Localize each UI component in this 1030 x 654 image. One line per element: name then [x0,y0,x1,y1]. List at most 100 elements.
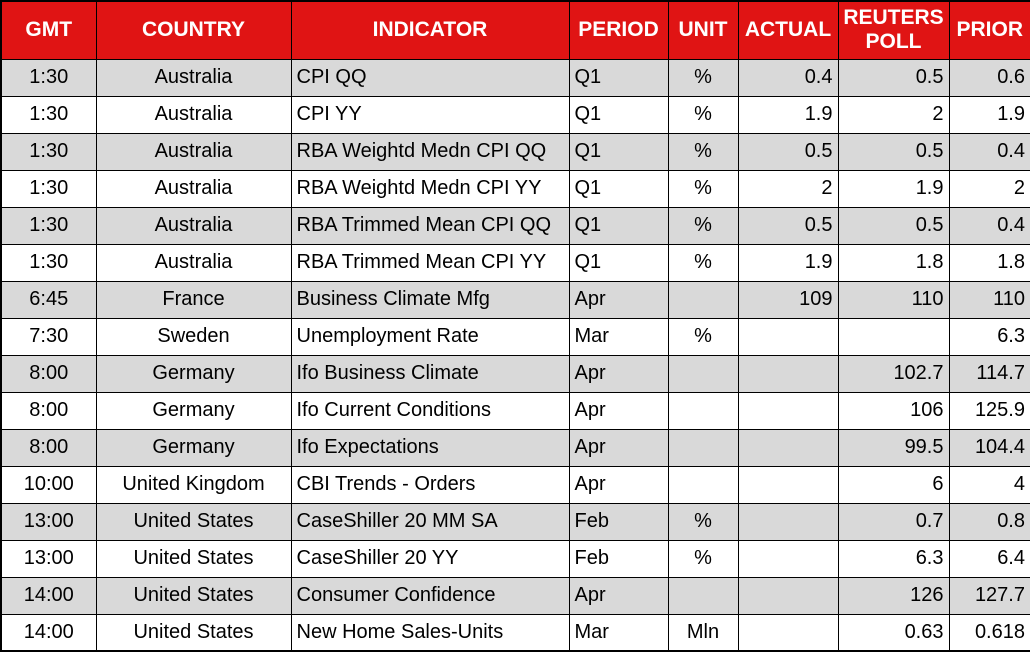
table-row: 6:45 France Business Climate Mfg Apr 109 110 1… [0,280,1030,319]
cell-country: Germany [95,354,292,393]
cell-period: Q1 [568,58,669,97]
cell-unit: % [667,206,739,245]
cell-prior: 1.8 [948,243,1030,282]
cell-poll: 110 [837,280,950,319]
cell-unit: % [667,132,739,171]
table-row: 1:30 Australia RBA Weightd Medn CPI QQ Q1% 0… [0,132,1030,171]
cell-unit [667,280,739,319]
cell-unit [667,428,739,467]
cell-prior: 4 [948,465,1030,504]
cell-actual: 2 [737,169,839,208]
cell-indicator: CBI Trends - Orders [290,465,570,504]
cell-gmt: 1:30 [0,95,97,134]
cell-poll: 1.9 [837,169,950,208]
table-row: 10:00 United Kingdom CBI Trends - Orders Ap… [0,465,1030,504]
cell-actual [737,539,839,578]
cell-poll: 6.3 [837,539,950,578]
cell-country: United States [95,576,292,615]
cell-indicator: New Home Sales-Units [290,613,570,652]
cell-prior: 0.618 [948,613,1030,652]
cell-country: Germany [95,428,292,467]
table-row: 8:00 Germany Ifo Business Climate Apr 102.7 1… [0,354,1030,393]
cell-period: Q1 [568,95,669,134]
column-header-period: PERIOD [568,0,669,60]
cell-indicator: Ifo Expectations [290,428,570,467]
table-row: 1:30 Australia CPI QQ Q1% 0.4 0.5 0.6 [0,58,1030,97]
cell-gmt: 14:00 [0,613,97,652]
cell-gmt: 1:30 [0,243,97,282]
cell-unit: % [667,243,739,282]
cell-prior: 0.8 [948,502,1030,541]
cell-country: Australia [95,58,292,97]
cell-period: Q1 [568,206,669,245]
cell-unit: % [667,95,739,134]
cell-poll: 6 [837,465,950,504]
cell-gmt: 8:00 [0,354,97,393]
cell-gmt: 1:30 [0,206,97,245]
cell-poll: 2 [837,95,950,134]
table-row: 7:30 Sweden Unemployment Rate Mar% 6.3 [0,317,1030,356]
cell-indicator: CPI YY [290,95,570,134]
cell-indicator: Unemployment Rate [290,317,570,356]
column-header-poll: REUTERS POLL [837,0,950,60]
cell-indicator: RBA Trimmed Mean CPI YY [290,243,570,282]
column-header-indicator: INDICATOR [290,0,570,60]
cell-period: Mar [568,317,669,356]
cell-period: Q1 [568,132,669,171]
cell-poll: 0.5 [837,58,950,97]
cell-poll: 106 [837,391,950,430]
cell-prior: 104.4 [948,428,1030,467]
column-header-country: COUNTRY [95,0,292,60]
cell-poll: 99.5 [837,428,950,467]
cell-gmt: 7:30 [0,317,97,356]
cell-indicator: RBA Weightd Medn CPI QQ [290,132,570,171]
cell-unit: % [667,502,739,541]
column-header-actual: ACTUAL [737,0,839,60]
cell-country: Sweden [95,317,292,356]
cell-prior: 110 [948,280,1030,319]
cell-indicator: Ifo Current Conditions [290,391,570,430]
cell-actual: 1.9 [737,95,839,134]
cell-gmt: 1:30 [0,58,97,97]
cell-poll: 0.5 [837,206,950,245]
cell-country: Australia [95,206,292,245]
cell-prior: 0.4 [948,132,1030,171]
table-row: 1:30 Australia RBA Weightd Medn CPI YY Q1% 2… [0,169,1030,208]
cell-period: Apr [568,428,669,467]
cell-country: Germany [95,391,292,430]
table-body: 1:30 Australia CPI QQ Q1% 0.4 0.5 0.6 1:30 Austr… [0,58,1030,652]
cell-gmt: 13:00 [0,502,97,541]
cell-unit: % [667,317,739,356]
table-header: GMT COUNTRY INDICATOR PERIOD UNIT ACTUAL REUTE… [0,0,1030,60]
cell-actual [737,428,839,467]
cell-indicator: Consumer Confidence [290,576,570,615]
cell-period: Apr [568,576,669,615]
cell-gmt: 14:00 [0,576,97,615]
cell-period: Apr [568,280,669,319]
cell-period: Apr [568,354,669,393]
cell-unit: % [667,169,739,208]
cell-indicator: RBA Weightd Medn CPI YY [290,169,570,208]
cell-actual [737,317,839,356]
cell-period: Feb [568,502,669,541]
cell-prior: 0.4 [948,206,1030,245]
table-row: 13:00 United States CaseShiller 20 YY Feb% 6… [0,539,1030,578]
cell-period: Apr [568,391,669,430]
cell-indicator: Ifo Business Climate [290,354,570,393]
table-row: 1:30 Australia RBA Trimmed Mean CPI YY Q1% 1… [0,243,1030,282]
cell-poll: 1.8 [837,243,950,282]
cell-actual [737,613,839,652]
table-row: 14:00 United States Consumer Confidence Apr… [0,576,1030,615]
cell-unit: Mln [667,613,739,652]
table-row: 8:00 Germany Ifo Current Conditions Apr 106 1… [0,391,1030,430]
column-header-unit: UNIT [667,0,739,60]
cell-country: Australia [95,95,292,134]
cell-period: Feb [568,539,669,578]
cell-actual: 109 [737,280,839,319]
cell-gmt: 1:30 [0,169,97,208]
table-row: 14:00 United States New Home Sales-Units Ma… [0,613,1030,652]
cell-actual [737,576,839,615]
cell-poll [837,317,950,356]
cell-indicator: CPI QQ [290,58,570,97]
cell-actual: 1.9 [737,243,839,282]
